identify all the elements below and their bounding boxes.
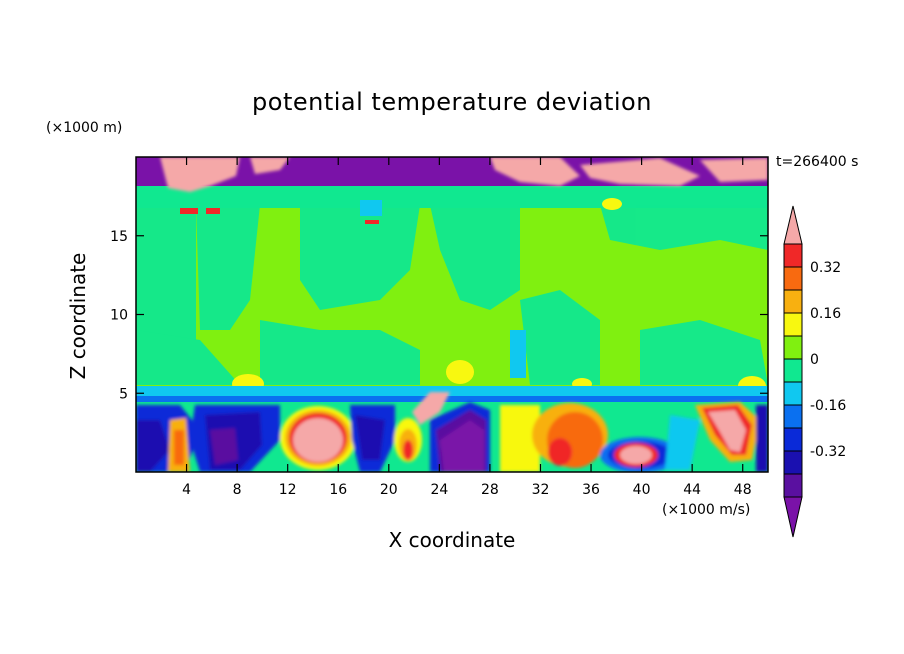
x-tick-label: 40 <box>633 482 651 498</box>
y-tick-label: 15 <box>110 229 128 245</box>
x-tick-label: 4 <box>182 482 191 498</box>
colorbar-segment <box>783 312 803 337</box>
colorbar-min-arrow <box>783 496 803 538</box>
colorbar-label: 0.32 <box>810 260 841 276</box>
colorbar-label: 0.16 <box>810 306 841 322</box>
x-axis-unit: (×1000 m/s) <box>662 502 751 518</box>
x-ticks: 4 8 12 16 20 24 28 32 36 40 44 48 <box>182 157 752 498</box>
colorbar-segment <box>783 243 803 268</box>
colorbar-segment <box>783 266 803 291</box>
colorbar-segment <box>783 381 803 406</box>
y-tick-label: 10 <box>110 308 128 324</box>
colorbar-segment <box>783 450 803 475</box>
x-tick-label: 12 <box>279 482 297 498</box>
x-tick-label: 28 <box>481 482 499 498</box>
colorbar-label: -0.16 <box>810 398 846 414</box>
colorbar-segment <box>783 473 803 498</box>
x-tick-label: 36 <box>582 482 600 498</box>
colorbar-max-arrow <box>783 205 803 245</box>
heatmap-field <box>136 157 768 472</box>
x-tick-label: 48 <box>734 482 752 498</box>
colorbar-segment <box>783 427 803 452</box>
chart-title: potential temperature deviation <box>252 88 652 116</box>
x-axis-label: X coordinate <box>388 528 516 552</box>
x-tick-label: 8 <box>233 482 242 498</box>
colorbar-label: -0.32 <box>810 444 846 460</box>
colorbar-segment <box>783 335 803 360</box>
x-tick-label: 24 <box>430 482 448 498</box>
x-tick-label: 32 <box>532 482 550 498</box>
colorbar-segment <box>783 358 803 383</box>
y-axis-unit: (×1000 m) <box>46 120 123 136</box>
time-label: t=266400 s <box>776 154 859 170</box>
y-ticks: 5 10 15 <box>110 229 768 402</box>
colorbar-segment <box>783 404 803 429</box>
colorbar-label: 0 <box>810 352 819 368</box>
colorbar-segment <box>783 289 803 314</box>
x-tick-label: 20 <box>380 482 398 498</box>
y-tick-label: 5 <box>119 386 128 402</box>
colorbar: 0.32 0.16 0 -0.16 -0.32 <box>783 205 846 538</box>
x-tick-label: 44 <box>683 482 701 498</box>
x-tick-label: 16 <box>329 482 347 498</box>
